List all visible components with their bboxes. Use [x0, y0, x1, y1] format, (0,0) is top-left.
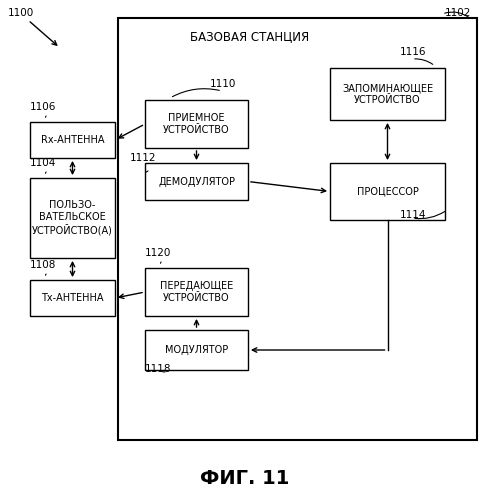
Bar — [330, 163, 445, 220]
Text: ПРИЕМНОЕ
УСТРОЙСТВО: ПРИЕМНОЕ УСТРОЙСТВО — [163, 113, 230, 135]
Text: ПЕРЕДАЮЩЕЕ
УСТРОЙСТВО: ПЕРЕДАЮЩЕЕ УСТРОЙСТВО — [160, 281, 233, 303]
Text: ПРОЦЕССОР: ПРОЦЕССОР — [357, 187, 418, 197]
Bar — [30, 280, 115, 316]
Bar — [145, 268, 248, 316]
Text: 1116: 1116 — [400, 47, 426, 57]
Text: 1114: 1114 — [400, 210, 426, 220]
Text: 1106: 1106 — [30, 102, 56, 112]
Bar — [330, 68, 445, 120]
Text: ЗАПОМИНАЮЩЕЕ
УСТРОЙСТВО: ЗАПОМИНАЮЩЕЕ УСТРОЙСТВО — [342, 83, 433, 105]
Bar — [30, 178, 115, 258]
Text: 1110: 1110 — [210, 79, 236, 89]
Bar — [118, 18, 477, 440]
Text: 1118: 1118 — [145, 364, 172, 374]
Text: ДЕМОДУЛЯТОР: ДЕМОДУЛЯТОР — [158, 177, 235, 187]
Text: 1100: 1100 — [8, 8, 34, 18]
Text: 1104: 1104 — [30, 158, 56, 168]
Text: ФИГ. 11: ФИГ. 11 — [200, 470, 290, 489]
Bar — [145, 330, 248, 370]
Bar — [145, 163, 248, 200]
Text: 1120: 1120 — [145, 248, 172, 258]
Text: Tx-АНТЕННА: Tx-АНТЕННА — [41, 293, 104, 303]
Text: Rx-АНТЕННА: Rx-АНТЕННА — [41, 135, 104, 145]
Bar — [30, 122, 115, 158]
Text: 1112: 1112 — [130, 153, 156, 163]
Text: 1102: 1102 — [445, 8, 471, 18]
Bar — [145, 100, 248, 148]
Text: 1108: 1108 — [30, 260, 56, 270]
Text: МОДУЛЯТОР: МОДУЛЯТОР — [165, 345, 228, 355]
Text: ПОЛЬЗО-
ВАТЕЛЬСКОЕ
УСТРОЙСТВО(А): ПОЛЬЗО- ВАТЕЛЬСКОЕ УСТРОЙСТВО(А) — [32, 201, 113, 236]
Text: БАЗОВАЯ СТАНЦИЯ: БАЗОВАЯ СТАНЦИЯ — [190, 30, 309, 43]
